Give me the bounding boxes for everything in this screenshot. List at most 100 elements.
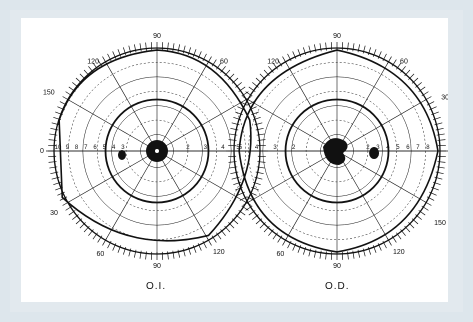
field-boundary-inner bbox=[104, 98, 210, 204]
outer-tick bbox=[287, 240, 292, 249]
outer-tick bbox=[187, 246, 192, 255]
angle-label-upper-right: 60 bbox=[400, 58, 408, 65]
outer-tick bbox=[297, 245, 302, 253]
outer-tick bbox=[224, 225, 231, 233]
outer-tick bbox=[347, 42, 349, 51]
outer-tick bbox=[228, 139, 237, 141]
outer-tick bbox=[411, 77, 419, 84]
angle-label-top: 90 bbox=[333, 33, 341, 40]
outer-tick bbox=[431, 186, 439, 191]
outer-tick bbox=[255, 127, 264, 131]
scale-label: 10 bbox=[55, 145, 62, 151]
outer-tick bbox=[357, 249, 361, 258]
outer-tick bbox=[382, 240, 387, 249]
scale-label: 5 bbox=[103, 145, 107, 151]
outer-tick bbox=[255, 171, 264, 175]
outer-tick bbox=[88, 229, 94, 236]
outer-tick bbox=[79, 222, 86, 229]
outer-tick bbox=[238, 210, 246, 216]
outer-tick bbox=[112, 51, 117, 59]
outer-tick bbox=[435, 171, 444, 175]
angle-label-upper-right: 60 bbox=[220, 58, 228, 65]
outer-tick bbox=[211, 235, 217, 243]
outer-tick bbox=[239, 196, 248, 201]
outer-tick bbox=[128, 248, 132, 257]
outer-tick bbox=[117, 245, 122, 253]
outer-tick bbox=[257, 139, 266, 141]
outer-tick bbox=[435, 127, 444, 131]
outer-tick bbox=[268, 229, 274, 236]
outer-tick bbox=[396, 232, 402, 240]
outer-tick bbox=[429, 106, 437, 111]
field-boundary-outer bbox=[238, 49, 439, 253]
field-boundary-inner bbox=[284, 98, 390, 204]
outer-tick bbox=[421, 205, 429, 211]
outer-tick bbox=[418, 210, 426, 216]
outer-tick bbox=[272, 62, 278, 70]
outer-tick bbox=[97, 235, 103, 243]
outer-tick bbox=[231, 218, 239, 225]
outer-tick bbox=[396, 62, 402, 70]
blind-spot bbox=[369, 147, 380, 159]
outer-tick bbox=[235, 186, 243, 191]
scale-label: 4 bbox=[112, 145, 116, 151]
outer-tick bbox=[436, 133, 445, 136]
outer-tick bbox=[182, 248, 186, 257]
outer-tick bbox=[233, 181, 242, 186]
outer-tick bbox=[237, 106, 245, 111]
outer-tick bbox=[122, 246, 127, 255]
outer-tick bbox=[377, 243, 382, 251]
outer-tick bbox=[248, 86, 256, 92]
outer-tick bbox=[408, 222, 415, 229]
scale-label: 5 bbox=[236, 145, 240, 151]
outer-tick bbox=[391, 235, 397, 243]
outer-tick bbox=[50, 171, 59, 175]
outer-tick bbox=[352, 250, 355, 259]
outer-tick bbox=[220, 66, 226, 73]
outer-tick bbox=[319, 43, 322, 52]
outer-tick bbox=[72, 214, 79, 220]
outer-tick bbox=[437, 139, 446, 141]
outer-tick bbox=[431, 111, 439, 116]
outer-tick bbox=[259, 73, 266, 80]
outer-tick bbox=[319, 250, 322, 259]
blind-spot bbox=[117, 150, 126, 160]
outer-tick bbox=[139, 250, 142, 259]
figure-paper: 90 120 60 150 0 30 60 90 120 10 9 8 7 6 5 4 3 2 3 4 5 90 120 6… bbox=[21, 18, 454, 302]
outer-tick bbox=[177, 44, 181, 53]
outer-tick bbox=[347, 251, 349, 260]
outer-tick bbox=[415, 82, 422, 88]
outer-tick bbox=[211, 59, 217, 67]
outer-tick bbox=[75, 218, 83, 225]
outer-tick bbox=[268, 66, 274, 73]
outer-tick bbox=[230, 171, 239, 175]
outer-tick bbox=[377, 51, 382, 59]
outer-tick bbox=[192, 245, 197, 253]
field-boundary-outer bbox=[58, 49, 252, 242]
outer-tick bbox=[245, 205, 253, 211]
outer-tick bbox=[177, 249, 181, 258]
angle-label-bottom-right: 120 bbox=[393, 249, 405, 256]
scale-label: 7 bbox=[416, 145, 420, 151]
angle-label-upper-left: 120 bbox=[267, 58, 279, 65]
scale-label: 4 bbox=[255, 145, 259, 151]
outer-tick bbox=[53, 181, 62, 186]
scale-label: 5 bbox=[396, 145, 400, 151]
outer-tick bbox=[255, 218, 263, 225]
outer-tick bbox=[245, 91, 253, 97]
outer-tick bbox=[325, 251, 327, 260]
outer-tick bbox=[228, 161, 237, 163]
outer-tick bbox=[216, 232, 222, 240]
outer-tick bbox=[367, 246, 372, 255]
scale-label: 3 bbox=[376, 145, 380, 151]
outer-tick bbox=[292, 243, 297, 251]
outer-tick bbox=[235, 82, 242, 88]
outer-tick bbox=[408, 73, 415, 80]
outer-tick bbox=[436, 166, 445, 169]
outer-tick bbox=[313, 249, 317, 258]
outer-tick bbox=[182, 45, 186, 54]
outer-tick bbox=[263, 225, 270, 233]
outer-tick bbox=[68, 210, 76, 216]
outer-tick bbox=[302, 246, 307, 255]
